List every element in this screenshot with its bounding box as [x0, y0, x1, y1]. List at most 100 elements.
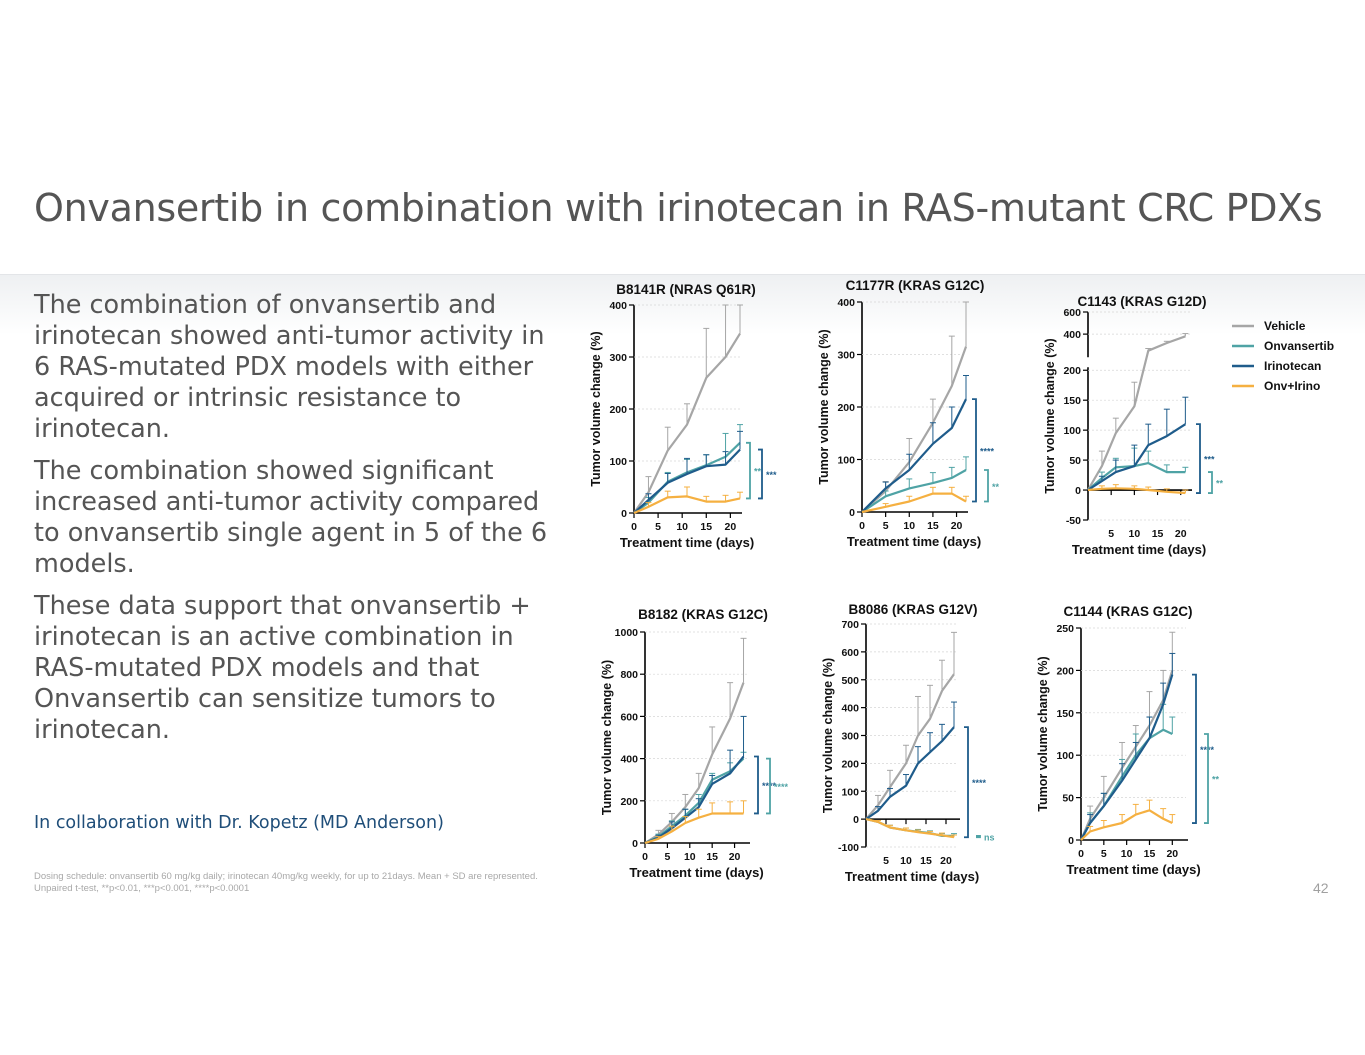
significance-label: ns	[984, 833, 995, 843]
bullet-3: These data support that onvansertib + ir…	[34, 591, 531, 745]
bullet-1: The combination of onvansertib and irino…	[34, 290, 545, 444]
legend-label: Vehicle	[1264, 319, 1306, 333]
y-tick-label: 50	[1062, 793, 1074, 805]
slide-title: Onvansertib in combination with irinotec…	[34, 186, 1323, 230]
x-tick-label: 5	[1108, 528, 1114, 540]
x-tick-label: 15	[1152, 528, 1164, 540]
x-tick-label: 0	[631, 521, 637, 533]
y-tick-label: 0	[1068, 835, 1074, 847]
y-tick-label: 250	[1056, 623, 1074, 635]
significance-label: ***	[1204, 455, 1215, 465]
series-line-irinotecan	[633, 448, 741, 514]
legend-label: Irinotecan	[1264, 359, 1321, 373]
series-line-onv-irino	[865, 818, 955, 839]
chart-6: C1144 (KRAS G12C) 0 50 100 150 200 250 0 5 10 15 20…	[1036, 604, 1220, 877]
x-tick-label: 0	[642, 851, 648, 863]
significance-bracket	[754, 755, 759, 815]
series-line-vehicle	[1087, 335, 1186, 491]
significance-bracket	[758, 448, 763, 500]
y-axis-label: Tumor volume change (%)	[589, 331, 603, 486]
collaboration-note: In collaboration with Dr. Kopetz (MD And…	[34, 813, 444, 833]
significance-label: **	[1212, 775, 1220, 785]
significance-bracket	[972, 398, 977, 503]
y-tick-label: 100	[609, 456, 627, 468]
series-line-irinotecan	[1087, 423, 1186, 491]
y-tick-label: 50	[1069, 455, 1081, 467]
y-tick-label: 200	[841, 758, 859, 770]
chart-title: C1177R (KRAS G12C)	[846, 278, 985, 293]
significance-bracket	[984, 469, 989, 503]
y-tick-label: 1000	[615, 627, 639, 639]
y-tick-label: 0	[621, 508, 627, 520]
y-axis-label: Tumor volume change (%)	[600, 660, 614, 815]
y-tick-label: 300	[841, 731, 859, 743]
x-tick-label: 5	[655, 521, 661, 533]
chart-5: B8086 (KRAS G12V) -100 0 100 200 300 400 500 600…	[821, 602, 995, 884]
page-number: 42	[1313, 880, 1329, 896]
x-tick-label: 5	[1101, 848, 1107, 860]
x-tick-label: 15	[927, 520, 939, 532]
y-tick-label: 200	[1056, 665, 1074, 677]
x-axis-label: Treatment time (days)	[1066, 862, 1200, 877]
y-tick-label: 500	[841, 675, 859, 687]
x-tick-label: 20	[940, 855, 952, 867]
x-tick-label: 5	[883, 855, 889, 867]
series-line-irinotecan	[644, 755, 745, 845]
x-tick-label: 20	[725, 521, 737, 533]
y-tick-label: 600	[1063, 307, 1081, 319]
chart-title: C1143 (KRAS G12D)	[1077, 294, 1206, 309]
chart-title: B8141R (NRAS Q61R)	[616, 282, 756, 297]
y-tick-label: 400	[1063, 329, 1081, 341]
significance-bracket	[766, 757, 771, 815]
significance-bracket	[1208, 471, 1213, 494]
y-axis-label: Tumor volume change (%)	[1043, 338, 1057, 493]
x-tick-label: 15	[706, 851, 718, 863]
significance-label: ***	[766, 470, 777, 480]
legend-label: Onv+Irino	[1264, 379, 1320, 393]
y-axis-label: Tumor volume change (%)	[817, 329, 831, 484]
y-tick-label: 400	[620, 754, 638, 766]
series-line-onvansertib	[1080, 728, 1173, 841]
significance-label: **	[992, 482, 1000, 492]
x-tick-label: 20	[729, 851, 741, 863]
chart-1: B8141R (NRAS Q61R) 0 100 200 300 400 0 5 10 15 20 T…	[589, 282, 777, 550]
series-line-vehicle	[865, 673, 955, 820]
x-tick-label: 10	[1121, 848, 1133, 860]
y-tick-label: 600	[620, 711, 638, 723]
y-tick-label: 200	[620, 796, 638, 808]
y-tick-label: 400	[841, 703, 859, 715]
x-tick-label: 10	[1129, 528, 1141, 540]
y-tick-label: 100	[837, 455, 855, 467]
legend: Vehicle Onvansertib Irinotecan Onv+Irino	[1232, 319, 1334, 393]
chart-title: B8086 (KRAS G12V)	[848, 602, 977, 617]
x-tick-label: 5	[883, 520, 889, 532]
x-tick-label: 20	[1175, 528, 1187, 540]
x-axis-label: Treatment time (days)	[629, 865, 763, 880]
chart-2: C1177R (KRAS G12C) 0 100 200 300 400 0 5 10 15 20 T…	[817, 278, 1000, 549]
x-tick-label: 5	[664, 851, 670, 863]
x-tick-label: 10	[900, 855, 912, 867]
x-tick-label: 10	[676, 521, 688, 533]
footnote-dosing: Dosing schedule: onvansertib 60 mg/kg da…	[34, 871, 538, 882]
y-tick-label: 300	[609, 352, 627, 364]
series-line-irinotecan	[1080, 674, 1174, 841]
chart-title: C1144 (KRAS G12C)	[1063, 604, 1192, 619]
series-line-onvansertib	[861, 469, 967, 513]
y-tick-label: 200	[1063, 365, 1081, 377]
significance-bracket	[1196, 423, 1201, 494]
series-line-irinotecan	[861, 398, 967, 513]
y-axis-label: Tumor volume change (%)	[821, 658, 835, 813]
significance-bracket	[976, 834, 981, 839]
y-tick-label: 200	[609, 404, 627, 416]
x-axis-label: Treatment time (days)	[620, 535, 754, 550]
header-divider-band	[0, 274, 1365, 335]
axis-break	[1082, 357, 1094, 368]
x-tick-label: 0	[1078, 848, 1084, 860]
y-tick-label: 0	[853, 814, 859, 826]
x-tick-label: 15	[1144, 848, 1156, 860]
significance-label: ****	[972, 778, 987, 788]
y-axis-label: Tumor volume change (%)	[1036, 656, 1050, 811]
x-axis-label: Treatment time (days)	[845, 869, 979, 884]
x-tick-label: 20	[951, 520, 963, 532]
